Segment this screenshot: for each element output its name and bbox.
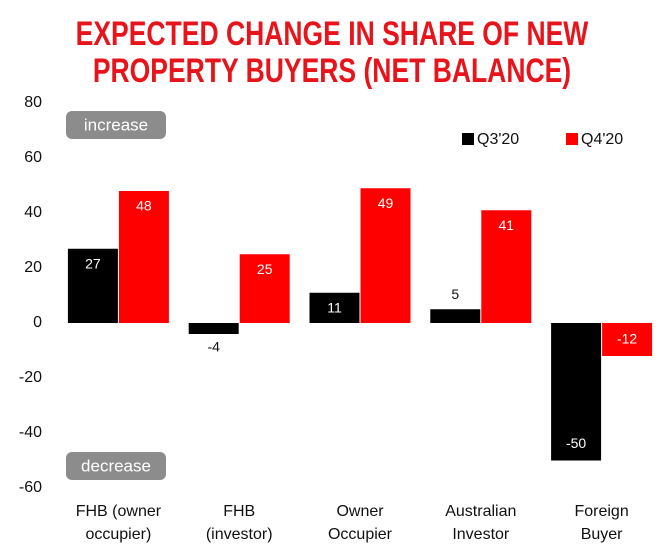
- chart-title: EXPECTED CHANGE IN SHARE OF NEW: [76, 15, 589, 53]
- data-label: 41: [499, 217, 515, 233]
- x-tick-label: Australian Investor: [445, 503, 516, 543]
- y-tick-label: 60: [24, 149, 42, 166]
- annotation: increase: [84, 115, 148, 134]
- annotation: decrease: [81, 456, 151, 475]
- y-tick-label: 20: [24, 259, 42, 276]
- legend-label: Q4'20: [581, 131, 623, 148]
- data-label: -50: [566, 435, 586, 451]
- data-label: 27: [85, 255, 101, 271]
- x-tick-label: FHB (owner occupier): [76, 503, 162, 543]
- data-label: 25: [257, 261, 273, 277]
- bar: [430, 309, 481, 323]
- annotation-box: [66, 452, 166, 480]
- x-tick-label: FHB (investor): [206, 503, 273, 543]
- title-group: EXPECTED CHANGE IN SHARE OF NEW PROPERTY…: [76, 15, 589, 90]
- bar: [309, 292, 360, 323]
- annotation-box: [66, 111, 166, 139]
- bar: [67, 248, 118, 323]
- y-tick-label: 40: [24, 204, 42, 221]
- chart-title: PROPERTY BUYERS (NET BALANCE): [93, 52, 571, 90]
- legend-swatch: [462, 133, 474, 145]
- legend-label: Q3'20: [477, 131, 519, 148]
- y-tick-label: 0: [33, 314, 42, 331]
- legend-swatch: [566, 133, 578, 145]
- data-label: -4: [207, 339, 220, 355]
- y-tick-label: -40: [19, 424, 42, 441]
- data-label: 5: [451, 286, 459, 302]
- bar: [360, 188, 411, 323]
- data-label: 11: [327, 299, 342, 315]
- x-tick-label: Owner Occupier: [328, 503, 393, 543]
- bar: [602, 323, 653, 356]
- data-label: 49: [378, 195, 394, 211]
- bar: [188, 323, 239, 334]
- y-tick-label: -60: [19, 479, 42, 496]
- bar: [118, 191, 169, 323]
- data-label: 48: [136, 198, 152, 214]
- y-tick-label: -20: [19, 369, 42, 386]
- data-label: -12: [617, 331, 637, 347]
- x-tick-label: Foreign Buyer: [574, 503, 628, 543]
- bar: [239, 254, 290, 323]
- bar: [481, 210, 532, 323]
- y-tick-label: 80: [24, 94, 42, 111]
- bar: [551, 323, 602, 461]
